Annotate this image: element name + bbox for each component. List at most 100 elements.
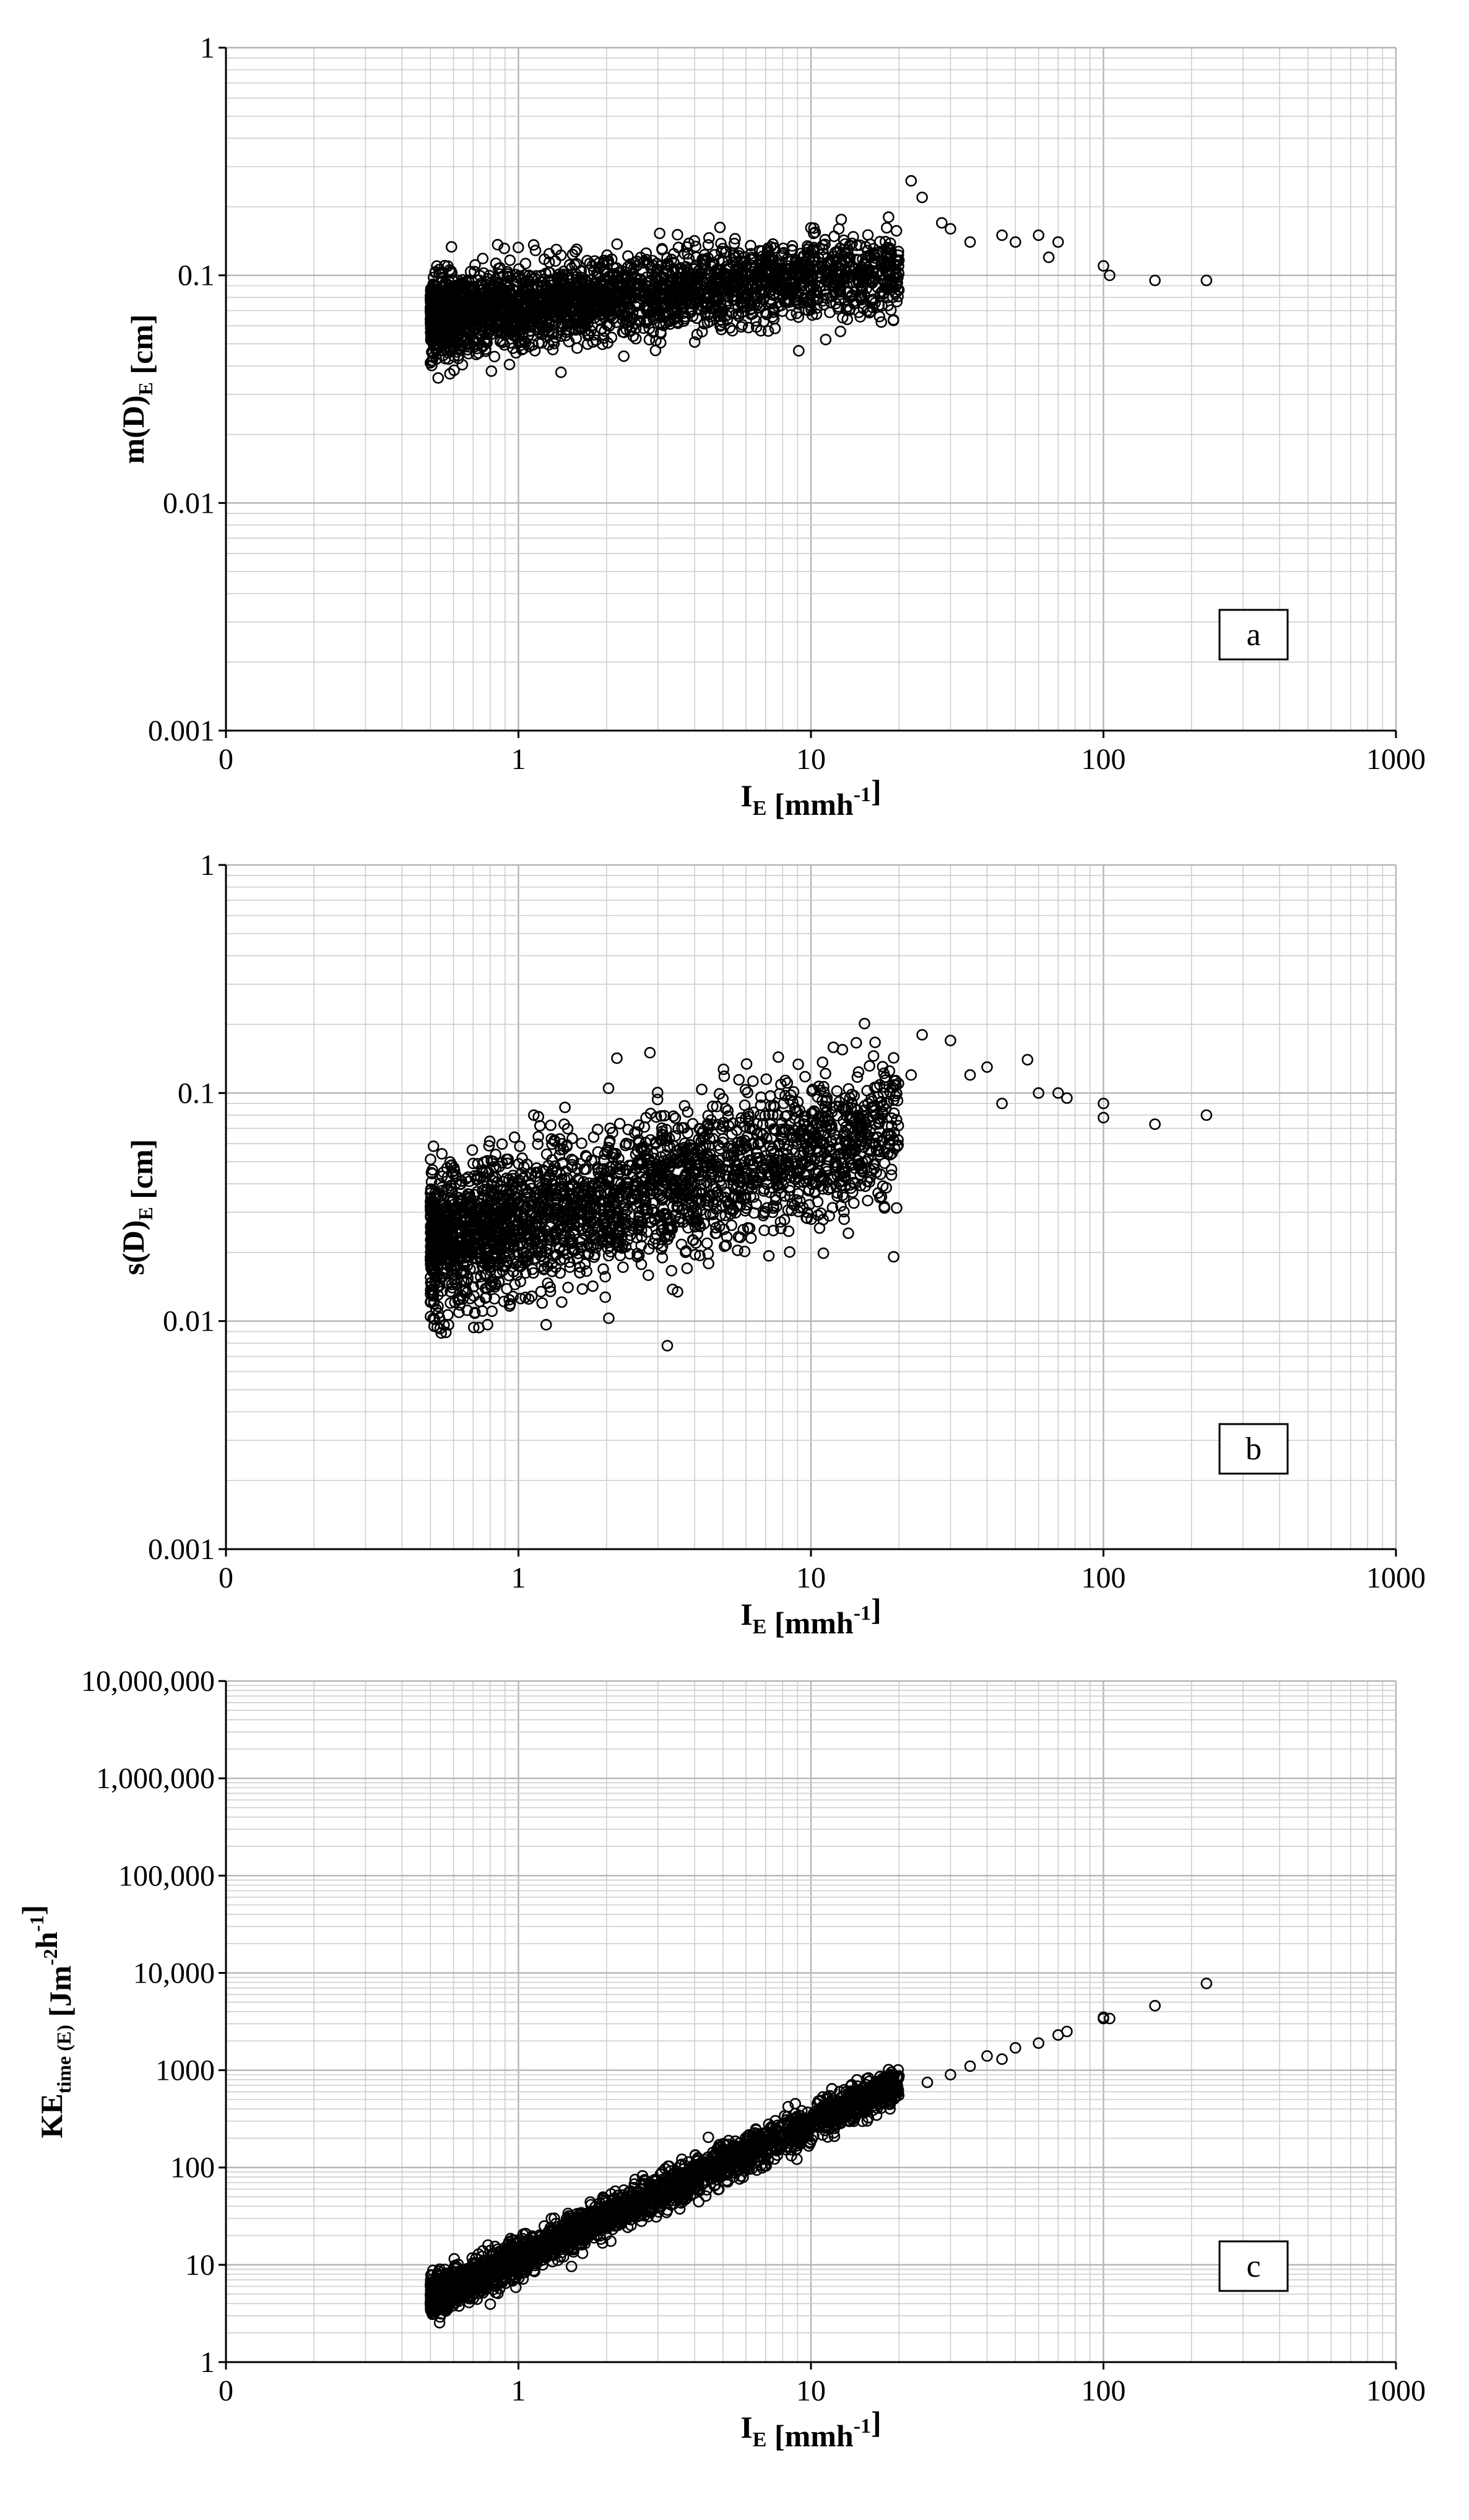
data-point xyxy=(534,1119,546,1132)
data-point xyxy=(745,1232,757,1244)
data-point xyxy=(882,283,894,295)
data-point xyxy=(571,243,583,256)
data-point xyxy=(754,259,766,272)
data-point xyxy=(547,335,559,347)
x-tick-label: 1000 xyxy=(1366,1562,1426,1594)
data-point xyxy=(715,237,727,250)
data-point xyxy=(656,272,667,285)
data-point xyxy=(470,349,482,360)
data-point xyxy=(650,334,662,347)
data-point xyxy=(695,271,707,284)
data-point xyxy=(852,276,864,288)
data-point xyxy=(547,344,559,355)
data-point xyxy=(875,316,887,328)
data-point xyxy=(764,276,776,288)
data-point xyxy=(462,292,474,303)
data-point xyxy=(702,239,714,251)
data-point xyxy=(665,1265,678,1277)
data-point xyxy=(681,241,693,253)
data-point xyxy=(579,291,591,303)
data-point xyxy=(529,245,542,256)
data-point xyxy=(657,319,669,331)
data-point xyxy=(808,227,820,240)
data-point xyxy=(654,326,667,339)
data-point xyxy=(643,334,656,345)
data-point xyxy=(888,1052,899,1064)
data-point xyxy=(644,284,657,297)
data-point xyxy=(1104,269,1116,282)
data-point xyxy=(739,251,751,263)
x-axis-label-part: -1 xyxy=(854,1602,871,1625)
data-point xyxy=(540,1148,553,1160)
data-point xyxy=(633,315,645,327)
data-point xyxy=(664,284,676,297)
data-point xyxy=(847,295,860,308)
data-point xyxy=(819,233,831,246)
data-point xyxy=(945,223,956,235)
data-point xyxy=(508,325,520,337)
data-point xyxy=(672,228,683,241)
data-point xyxy=(736,306,748,318)
data-point xyxy=(1010,236,1021,248)
data-point xyxy=(612,276,624,288)
data-point xyxy=(656,243,668,255)
data-point xyxy=(820,292,833,304)
data-point xyxy=(495,335,506,347)
data-point xyxy=(888,271,899,284)
data-point xyxy=(536,1297,548,1309)
data-point xyxy=(569,246,581,258)
x-tick-label: 100 xyxy=(1081,1562,1126,1594)
data-point xyxy=(891,254,903,266)
data-point xyxy=(591,306,604,319)
data-point xyxy=(429,317,441,329)
data-point xyxy=(638,1121,651,1133)
data-point xyxy=(538,326,550,338)
data-point xyxy=(488,350,501,363)
data-point xyxy=(678,248,690,260)
data-point xyxy=(842,251,854,263)
data-point xyxy=(654,227,665,240)
data-point xyxy=(482,310,494,323)
data-point xyxy=(468,289,480,302)
data-point xyxy=(756,289,768,301)
data-point xyxy=(735,284,748,297)
x-axis-label-part: I xyxy=(740,778,752,813)
data-point xyxy=(555,366,567,378)
data-point xyxy=(594,309,607,321)
data-point xyxy=(503,358,516,371)
panel-label-box xyxy=(1218,609,1289,661)
data-point xyxy=(580,315,592,327)
data-point xyxy=(791,307,803,319)
data-point xyxy=(603,293,615,306)
data-point xyxy=(518,335,531,347)
data-point xyxy=(893,284,905,296)
data-point xyxy=(567,297,579,308)
data-point xyxy=(672,241,685,254)
y-axis-label-part: [cm] xyxy=(124,1139,159,1207)
data-point xyxy=(573,313,585,325)
y-axis-label-part: E xyxy=(134,382,157,395)
data-point xyxy=(560,310,572,322)
data-point xyxy=(519,258,532,270)
data-point xyxy=(1033,229,1044,241)
data-point xyxy=(869,1036,881,1048)
data-point xyxy=(450,331,462,342)
data-point xyxy=(808,287,820,299)
data-point xyxy=(436,1148,448,1160)
data-point xyxy=(427,354,438,367)
data-point xyxy=(476,291,488,303)
data-points-a xyxy=(424,175,1213,384)
data-point xyxy=(838,272,850,284)
data-point xyxy=(427,282,439,295)
data-point xyxy=(864,251,876,263)
data-point xyxy=(690,240,701,253)
data-point xyxy=(1052,236,1064,248)
data-point xyxy=(714,306,727,319)
data-point xyxy=(574,1267,586,1279)
data-point xyxy=(619,297,631,309)
data-point xyxy=(444,368,456,380)
data-point xyxy=(493,268,506,280)
data-point xyxy=(524,311,535,324)
data-point xyxy=(688,336,701,348)
